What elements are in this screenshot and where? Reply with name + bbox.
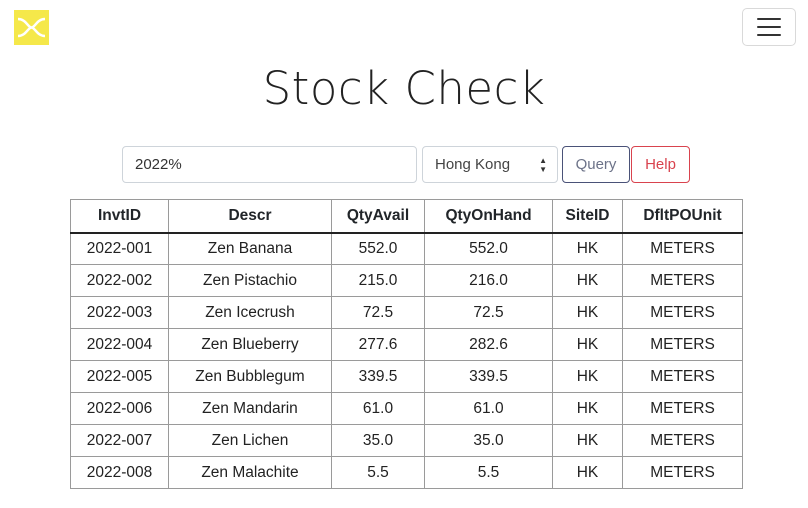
cell-siteid: HK: [552, 424, 623, 457]
cell-descr: Zen Mandarin: [168, 392, 332, 425]
table-row[interactable]: 2022-005 Zen Bubblegum 339.5 339.5 HK METERS: [70, 360, 743, 393]
cell-dfltpounit: METERS: [622, 264, 743, 297]
cell-descr: Zen Malachite: [168, 456, 332, 489]
cell-invtid: 2022-005: [70, 360, 169, 393]
cell-qtyavail: 72.5: [331, 296, 425, 329]
table-header: InvtID Descr QtyAvail QtyOnHand SiteID D…: [70, 199, 743, 234]
menu-bar-line: [757, 26, 781, 28]
table-row[interactable]: 2022-003 Zen Icecrush 72.5 72.5 HK METERS: [70, 296, 743, 329]
cell-siteid: HK: [552, 264, 623, 297]
table-body: 2022-001 Zen Banana 552.0 552.0 HK METERS 2022…: [70, 232, 743, 489]
cell-siteid: HK: [552, 328, 623, 361]
cell-qtyonhand: 339.5: [424, 360, 553, 393]
column-header-descr[interactable]: Descr: [168, 199, 332, 234]
cell-dfltpounit: METERS: [622, 296, 743, 329]
cell-siteid: HK: [552, 392, 623, 425]
cell-qtyonhand: 61.0: [424, 392, 553, 425]
cell-dfltpounit: METERS: [622, 328, 743, 361]
cell-siteid: HK: [552, 232, 623, 265]
query-button[interactable]: Query: [562, 146, 630, 183]
menu-bar-line: [757, 34, 781, 36]
column-header-qtyavail[interactable]: QtyAvail: [331, 199, 425, 234]
cell-invtid: 2022-001: [70, 232, 169, 265]
column-header-invtid[interactable]: InvtID: [70, 199, 169, 234]
cell-dfltpounit: METERS: [622, 360, 743, 393]
cell-qtyavail: 5.5: [331, 456, 425, 489]
brand-logo-icon[interactable]: [14, 10, 49, 45]
cell-invtid: 2022-008: [70, 456, 169, 489]
cell-siteid: HK: [552, 360, 623, 393]
cell-descr: Zen Blueberry: [168, 328, 332, 361]
cell-descr: Zen Lichen: [168, 424, 332, 457]
cell-invtid: 2022-002: [70, 264, 169, 297]
cell-descr: Zen Icecrush: [168, 296, 332, 329]
cell-qtyonhand: 35.0: [424, 424, 553, 457]
column-header-dfltpounit[interactable]: DfltPOUnit: [622, 199, 743, 234]
table-header-row: InvtID Descr QtyAvail QtyOnHand SiteID D…: [70, 199, 743, 234]
site-select-value: Hong Kong: [435, 156, 511, 173]
cell-dfltpounit: METERS: [622, 392, 743, 425]
cell-invtid: 2022-003: [70, 296, 169, 329]
stock-table: InvtID Descr QtyAvail QtyOnHand SiteID D…: [70, 199, 743, 489]
page-title: Stock Check: [262, 62, 546, 115]
cell-invtid: 2022-007: [70, 424, 169, 457]
search-input[interactable]: [122, 146, 417, 183]
cell-qtyonhand: 5.5: [424, 456, 553, 489]
table-row[interactable]: 2022-008 Zen Malachite 5.5 5.5 HK METERS: [70, 456, 743, 489]
cell-siteid: HK: [552, 456, 623, 489]
cell-descr: Zen Bubblegum: [168, 360, 332, 393]
cell-descr: Zen Pistachio: [168, 264, 332, 297]
cell-dfltpounit: METERS: [622, 424, 743, 457]
column-header-qtyonhand[interactable]: QtyOnHand: [424, 199, 553, 234]
cell-qtyavail: 277.6: [331, 328, 425, 361]
table-row[interactable]: 2022-007 Zen Lichen 35.0 35.0 HK METERS: [70, 424, 743, 457]
cell-qtyavail: 552.0: [331, 232, 425, 265]
cell-qtyavail: 35.0: [331, 424, 425, 457]
table-row[interactable]: 2022-002 Zen Pistachio 215.0 216.0 HK METERS: [70, 264, 743, 297]
cell-qtyavail: 339.5: [331, 360, 425, 393]
brand-logo-graphic: [17, 17, 46, 38]
cell-dfltpounit: METERS: [622, 232, 743, 265]
cell-qtyavail: 61.0: [331, 392, 425, 425]
site-select[interactable]: Hong Kong ▲ ▼: [422, 146, 558, 183]
cell-qtyavail: 215.0: [331, 264, 425, 297]
cell-invtid: 2022-006: [70, 392, 169, 425]
cell-siteid: HK: [552, 296, 623, 329]
cell-qtyonhand: 216.0: [424, 264, 553, 297]
hamburger-menu-icon[interactable]: [742, 8, 796, 46]
menu-bar-line: [757, 18, 781, 20]
cell-qtyonhand: 552.0: [424, 232, 553, 265]
cell-invtid: 2022-004: [70, 328, 169, 361]
cell-dfltpounit: METERS: [622, 456, 743, 489]
cell-qtyonhand: 282.6: [424, 328, 553, 361]
cell-qtyonhand: 72.5: [424, 296, 553, 329]
table-row[interactable]: 2022-006 Zen Mandarin 61.0 61.0 HK METERS: [70, 392, 743, 425]
column-header-siteid[interactable]: SiteID: [552, 199, 623, 234]
table-row[interactable]: 2022-001 Zen Banana 552.0 552.0 HK METERS: [70, 232, 743, 265]
updown-caret-icon: ▲ ▼: [539, 156, 547, 174]
table-row[interactable]: 2022-004 Zen Blueberry 277.6 282.6 HK METERS: [70, 328, 743, 361]
help-button[interactable]: Help: [631, 146, 690, 183]
cell-descr: Zen Banana: [168, 232, 332, 265]
